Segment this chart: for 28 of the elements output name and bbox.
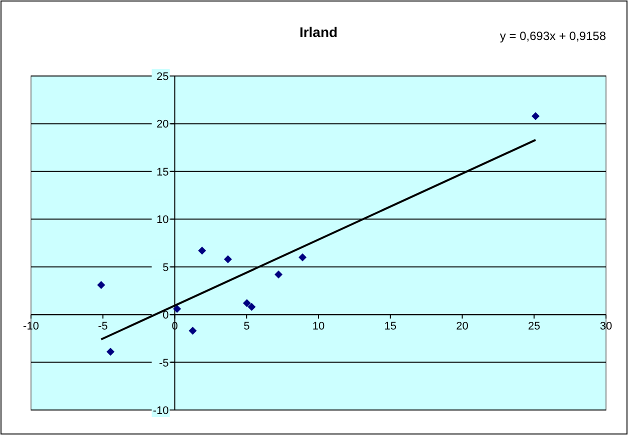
y-tick-label: 15 (156, 166, 169, 178)
point (106, 348, 114, 356)
x-tick-label: 10 (312, 320, 325, 333)
point (224, 255, 232, 264)
point (173, 304, 182, 313)
text: y = 0,693x + 0,9158 (500, 29, 606, 43)
x-tick-label: 5 (244, 320, 250, 333)
x-tick-label: -10 (23, 320, 39, 333)
x-tick-label: 30 (600, 320, 612, 333)
y-tick-label: 20 (156, 118, 169, 131)
x-tick-label: -5 (98, 320, 108, 333)
y-tick-label: 5 (162, 262, 169, 274)
x-tick-label: 20 (456, 320, 468, 333)
y-tick-label: -5 (158, 357, 169, 370)
point (532, 112, 540, 120)
point (242, 299, 251, 308)
y-tick-label: 25 (156, 71, 169, 83)
x-tick-label: 15 (384, 320, 396, 333)
x-tick-label: 25 (528, 320, 540, 333)
point (198, 246, 206, 255)
y-tick-label: 10 (156, 214, 169, 226)
chart-title: Irland (299, 24, 338, 40)
y-tick-label: 0 (162, 310, 169, 322)
point (97, 280, 106, 289)
point (188, 326, 197, 335)
point (298, 253, 307, 262)
point (274, 270, 283, 278)
point (248, 302, 256, 311)
